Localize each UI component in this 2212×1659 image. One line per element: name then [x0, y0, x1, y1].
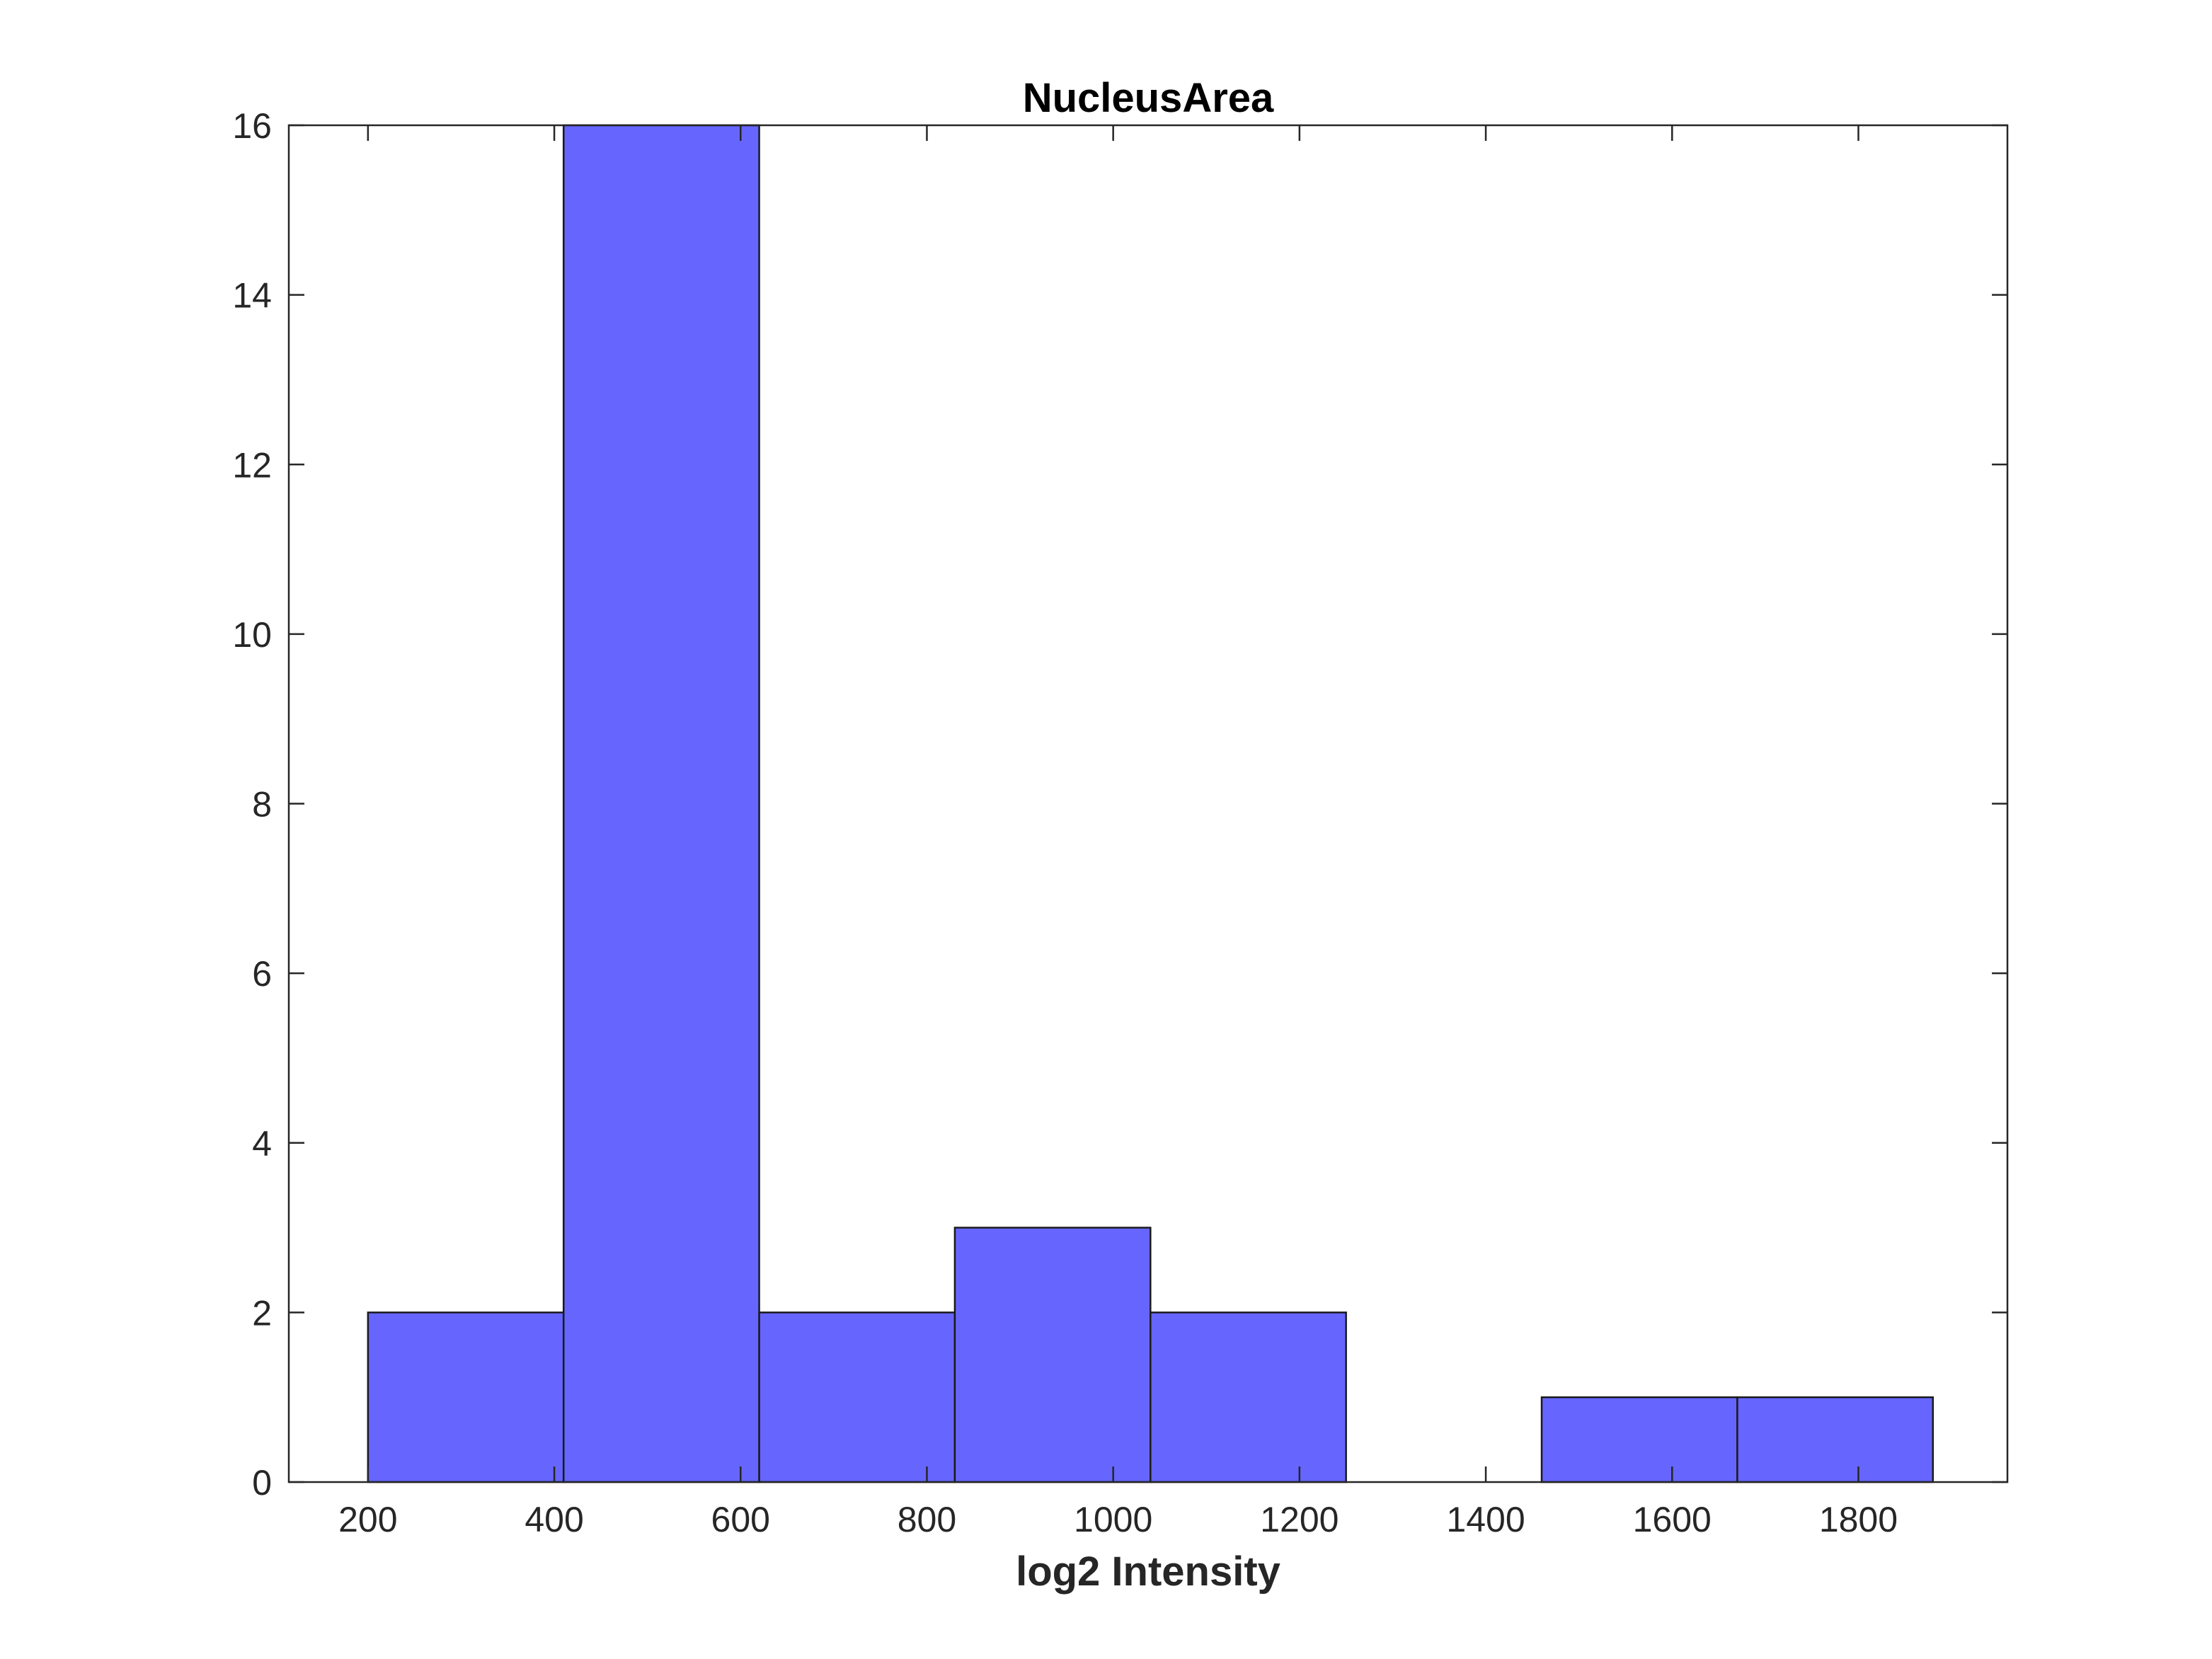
y-tick-label: 14: [232, 276, 272, 316]
histogram-bar: [953, 1227, 1152, 1483]
y-tick-label: 2: [252, 1293, 272, 1333]
x-tick-label: 600: [711, 1500, 770, 1539]
x-axis-title: log2 Intensity: [1016, 1549, 1280, 1595]
y-tick-label: 16: [232, 106, 272, 146]
chart-title: NucleusArea: [1023, 75, 1274, 121]
x-tick-label: 1400: [1446, 1500, 1525, 1539]
y-tick-label: 0: [252, 1463, 272, 1503]
x-tick-label: 1200: [1260, 1500, 1339, 1539]
x-tick-label: 200: [338, 1500, 397, 1539]
histogram-bar: [1150, 1311, 1347, 1483]
histogram-bar: [367, 1311, 565, 1483]
histogram-bar: [562, 124, 760, 1483]
histogram-bar: [1540, 1396, 1738, 1483]
y-tick-label: 10: [232, 615, 272, 655]
y-tick-label: 8: [252, 785, 272, 825]
x-tick-label: 1800: [1819, 1500, 1898, 1539]
y-tick-label: 12: [232, 445, 272, 485]
histogram-bar: [758, 1311, 956, 1483]
histogram-bar: [1736, 1396, 1934, 1483]
axes: 200 400 600 800 1000 1200 1400 1600 1800 0 2 4 6 8 10 1…: [232, 106, 2009, 1539]
y-tick-label: 6: [252, 954, 272, 994]
x-tick-label: 1000: [1074, 1500, 1152, 1539]
histogram-bars: [367, 124, 1934, 1483]
y-tick-label: 4: [252, 1124, 272, 1164]
x-tick-label: 800: [898, 1500, 956, 1539]
x-tick-label: 1600: [1633, 1500, 1712, 1539]
x-tick-label: 400: [525, 1500, 583, 1539]
